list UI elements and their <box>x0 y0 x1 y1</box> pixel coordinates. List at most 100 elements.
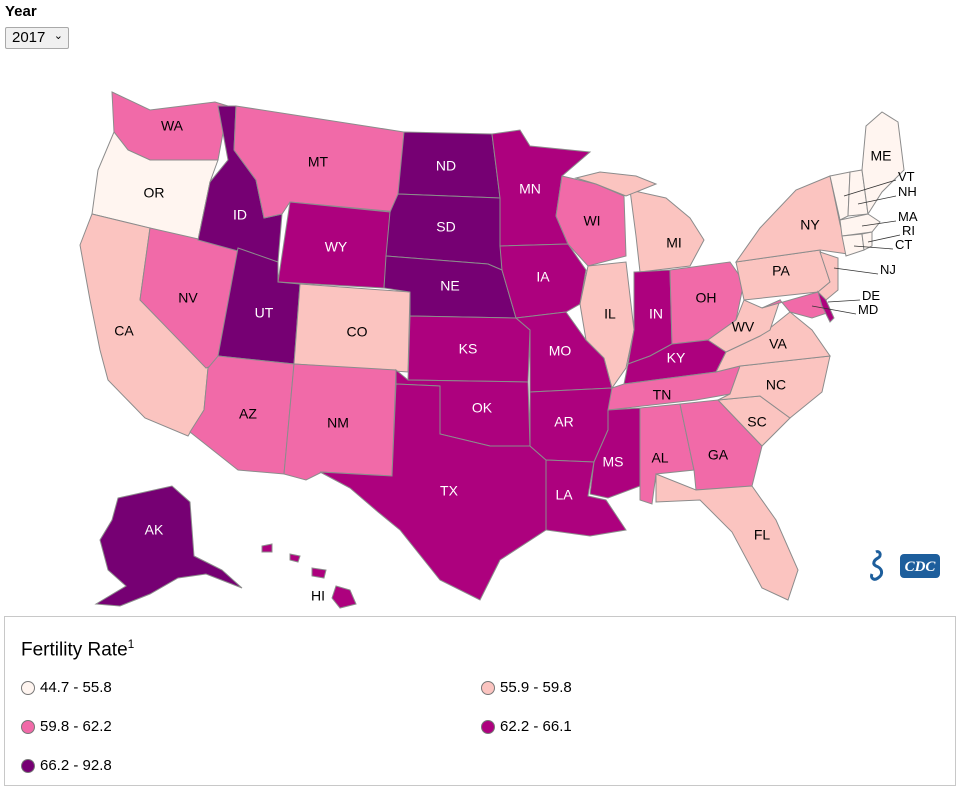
label-VT: VT <box>898 169 915 184</box>
label-SC: SC <box>747 414 766 430</box>
legend-item: 44.7 - 55.8 <box>21 679 112 696</box>
label-PA: PA <box>772 263 790 279</box>
legend-item-label: 59.8 - 62.2 <box>40 718 112 735</box>
legend-item-label: 44.7 - 55.8 <box>40 679 112 696</box>
label-AL: AL <box>651 450 668 466</box>
state-RI[interactable] <box>861 231 873 251</box>
state-HI[interactable] <box>331 585 357 609</box>
state-CT[interactable] <box>841 233 865 257</box>
label-OR: OR <box>144 185 165 201</box>
leader-MA <box>861 220 897 227</box>
legend-swatch <box>481 680 495 695</box>
label-AK: AK <box>145 522 164 538</box>
legend-item: 59.8 - 62.2 <box>21 718 112 735</box>
label-MS: MS <box>603 454 624 470</box>
state-ME[interactable] <box>861 111 905 216</box>
label-MA: MA <box>898 209 918 224</box>
label-NV: NV <box>178 290 198 306</box>
label-VA: VA <box>769 336 787 352</box>
label-HI: HI <box>311 588 325 604</box>
leader-NJ <box>833 267 879 275</box>
label-ID: ID <box>233 207 247 223</box>
label-NJ: NJ <box>880 262 896 277</box>
legend-swatch <box>481 719 495 734</box>
label-SD: SD <box>436 219 455 235</box>
chevron-down-icon: ⌄ <box>53 30 63 42</box>
legend-swatch <box>21 680 35 695</box>
legend: Fertility Rate1 44.7 - 55.8 55.9 - 59.8 … <box>4 616 956 786</box>
legend-item-label: 55.9 - 59.8 <box>500 679 572 696</box>
state-TX[interactable] <box>319 383 547 601</box>
label-ND: ND <box>436 158 456 174</box>
label-NE: NE <box>440 278 459 294</box>
legend-item: 55.9 - 59.8 <box>481 679 572 696</box>
legend-title: Fertility Rate1 <box>21 637 135 661</box>
label-OK: OK <box>472 400 493 416</box>
label-TX: TX <box>440 483 459 499</box>
label-CT: CT <box>895 237 912 252</box>
label-WI: WI <box>583 213 600 229</box>
leader-RI <box>867 234 901 243</box>
label-IL: IL <box>604 306 616 322</box>
label-NH: NH <box>898 184 917 199</box>
state-MA[interactable] <box>839 213 881 237</box>
label-NY: NY <box>800 217 820 233</box>
state-MI-upper <box>574 171 658 197</box>
cdc-logo-text: CDC <box>905 559 937 575</box>
label-FL: FL <box>754 527 771 543</box>
legend-swatch <box>21 719 35 734</box>
label-MD: MD <box>858 302 878 317</box>
label-NC: NC <box>766 377 786 393</box>
state-KS[interactable] <box>407 315 531 383</box>
label-NM: NM <box>327 415 349 431</box>
state-FL[interactable] <box>655 473 799 601</box>
label-IN: IN <box>649 306 663 322</box>
year-select-value: 2017 <box>12 29 46 46</box>
state-HI-4 <box>261 543 273 553</box>
label-AR: AR <box>554 414 573 430</box>
leader-DE <box>827 299 861 303</box>
leader-NH <box>857 195 897 205</box>
leader-MD <box>811 305 857 315</box>
label-AZ: AZ <box>239 406 257 422</box>
year-select[interactable]: 2017 ⌄ <box>5 27 69 49</box>
legend-item-label: 62.2 - 66.1 <box>500 718 572 735</box>
legend-item: 66.2 - 92.8 <box>21 757 112 774</box>
state-NY[interactable] <box>734 175 849 263</box>
label-TN: TN <box>653 387 672 403</box>
legend-title-footnote: 1 <box>127 637 135 651</box>
label-WY: WY <box>325 239 348 255</box>
state-IA[interactable] <box>499 243 587 319</box>
label-MT: MT <box>308 154 329 170</box>
legend-swatch <box>21 758 35 773</box>
label-OH: OH <box>696 290 717 306</box>
label-DE: DE <box>862 288 880 303</box>
label-KY: KY <box>667 350 686 366</box>
legend-item: 62.2 - 66.1 <box>481 718 572 735</box>
label-WV: WV <box>732 319 755 335</box>
state-AK[interactable] <box>94 485 243 607</box>
us-fertility-map: WA OR CA NV ID MT WY UT AZ CO NM ND SD N… <box>79 91 918 609</box>
state-MI[interactable] <box>629 189 705 273</box>
state-HI-3 <box>289 553 301 563</box>
label-KS: KS <box>459 341 478 357</box>
state-DE[interactable] <box>816 290 835 323</box>
label-GA: GA <box>708 447 729 463</box>
legend-item-label: 66.2 - 92.8 <box>40 757 112 774</box>
leader-CT <box>853 245 894 250</box>
label-MI: MI <box>666 235 682 251</box>
label-UT: UT <box>255 305 274 321</box>
leader-VT <box>843 179 897 197</box>
label-LA: LA <box>555 487 573 503</box>
state-HI-2 <box>311 567 327 579</box>
label-RI: RI <box>902 223 915 238</box>
label-WA: WA <box>161 118 184 134</box>
label-MN: MN <box>519 181 541 197</box>
year-label: Year <box>5 3 37 20</box>
cdc-logo: CDC <box>870 550 940 581</box>
label-IA: IA <box>536 269 550 285</box>
label-CA: CA <box>114 323 134 339</box>
label-MO: MO <box>549 343 572 359</box>
label-CO: CO <box>347 324 368 340</box>
label-ME: ME <box>871 148 892 164</box>
